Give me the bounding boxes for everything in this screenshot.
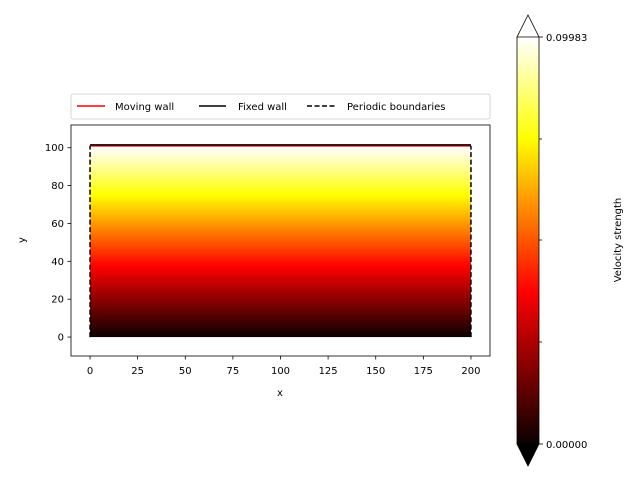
legend-label-periodic-boundaries: Periodic boundaries	[347, 102, 446, 113]
y-tick-label: 40	[51, 257, 64, 268]
x-axis-ticks: 0 25 50 75 100 125 150 175 200	[87, 356, 481, 377]
x-tick-label: 150	[366, 366, 385, 377]
legend-frame	[70, 93, 491, 120]
y-tick-label: 20	[51, 295, 64, 306]
x-tick-label: 125	[319, 366, 338, 377]
y-tick-label: 100	[45, 143, 64, 154]
main-axes: 0 25 50 75 100 125 150 175 200 0 20 40 60 80 100 x y	[17, 124, 491, 399]
colorbar-gradient	[517, 37, 539, 444]
legend: Moving wall Fixed wall Periodic boundari…	[70, 93, 491, 120]
velocity-field	[90, 147, 471, 338]
colorbar-extend-max	[516, 14, 540, 38]
y-axis-ticks: 0 20 40 60 80 100	[45, 143, 71, 344]
colorbar: 0.09983 0.00000 Velocity strength	[516, 14, 624, 467]
x-tick-label: 75	[227, 366, 240, 377]
x-axis-label: x	[277, 388, 283, 399]
x-tick-label: 0	[87, 366, 93, 377]
colorbar-min-label: 0.00000	[546, 440, 587, 451]
x-tick-label: 200	[461, 366, 480, 377]
colorbar-minor-ticks	[539, 138, 542, 343]
colorbar-extend-min	[516, 443, 540, 467]
legend-label-moving-wall: Moving wall	[115, 102, 174, 113]
colorbar-max-label: 0.09983	[546, 33, 587, 44]
y-tick-label: 0	[58, 333, 64, 344]
x-tick-label: 175	[414, 366, 433, 377]
x-tick-label: 50	[179, 366, 192, 377]
y-axis-label: y	[17, 237, 28, 243]
y-tick-label: 80	[51, 181, 64, 192]
boundary-lines	[89, 144, 472, 338]
x-tick-label: 100	[271, 366, 290, 377]
y-tick-label: 60	[51, 219, 64, 230]
legend-label-fixed-wall: Fixed wall	[238, 102, 287, 113]
colorbar-title: Velocity strength	[613, 198, 624, 283]
x-tick-label: 25	[131, 366, 144, 377]
